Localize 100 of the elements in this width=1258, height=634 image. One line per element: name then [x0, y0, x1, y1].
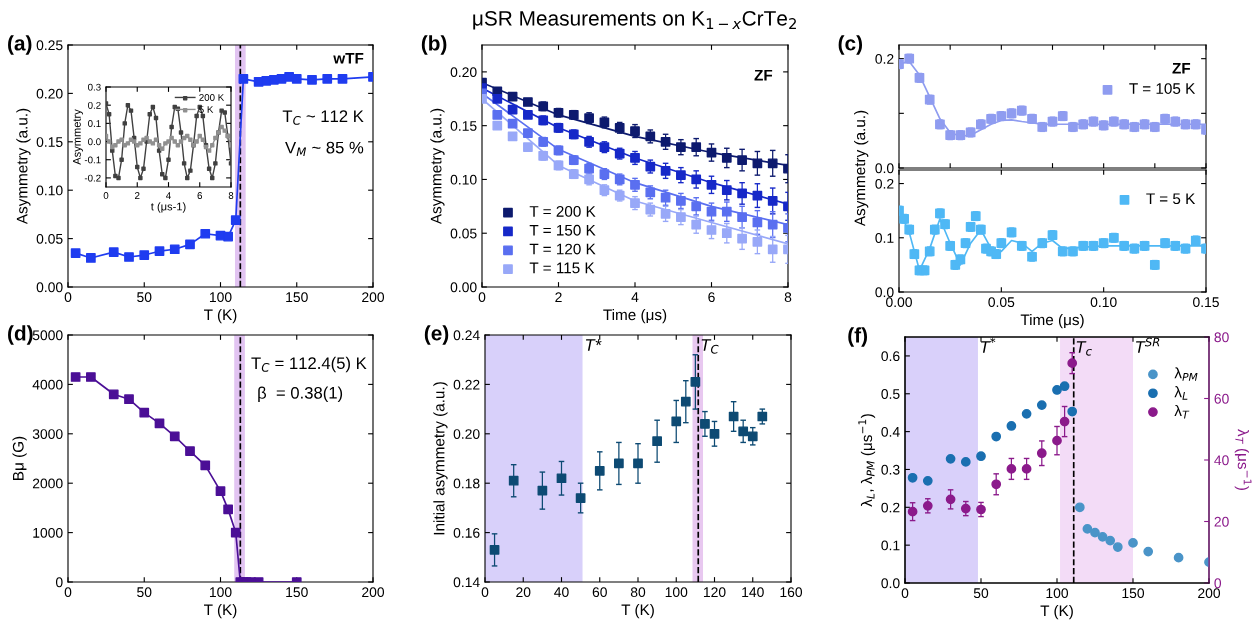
point	[652, 436, 662, 447]
x-tick-label: 8	[228, 192, 234, 199]
point	[1067, 358, 1078, 368]
point	[139, 407, 150, 418]
point	[215, 486, 226, 496]
point	[492, 110, 503, 120]
y-axis-title: λ$_{L}$, λ$_{PM}$ (μs$^{−1}$)	[858, 414, 876, 507]
point	[1059, 416, 1070, 427]
x-tick-label: 2	[135, 192, 140, 199]
x-tick-label: 200	[1198, 588, 1221, 599]
point	[200, 228, 211, 239]
point	[1105, 535, 1116, 546]
point	[691, 142, 702, 153]
point	[721, 153, 732, 163]
point	[960, 503, 971, 514]
point	[747, 431, 758, 442]
y2-tick-label: 80	[1214, 332, 1229, 343]
point	[188, 137, 193, 142]
band-label: T$^{SR}$	[1136, 337, 1160, 353]
y2-tick-label: 0	[1214, 578, 1222, 589]
x-tick-label: 80	[630, 587, 646, 598]
legend-label: T = 150 K	[529, 224, 596, 236]
point	[219, 124, 224, 130]
point	[523, 128, 533, 139]
point	[188, 168, 193, 173]
point	[660, 192, 671, 203]
point	[489, 545, 500, 555]
x-tick-label: 100	[209, 587, 232, 598]
point	[156, 148, 162, 153]
y-tick-label: 0	[55, 577, 63, 588]
y-tick-label: 0.14	[453, 577, 480, 588]
point	[1067, 406, 1078, 417]
point	[1021, 408, 1032, 419]
point	[337, 74, 348, 84]
point	[213, 161, 218, 166]
y-tick-label: -0.1	[84, 156, 101, 164]
point	[767, 219, 778, 230]
y-tick-label: 1000	[33, 527, 63, 538]
point	[169, 244, 180, 255]
y-tick-label: 0.05	[450, 228, 477, 239]
point	[706, 225, 717, 235]
point	[139, 250, 150, 260]
legend-label: T = 200 K	[529, 205, 596, 217]
point	[116, 139, 121, 144]
point	[228, 161, 231, 166]
y-tick-label: 0.20	[453, 429, 480, 439]
point	[86, 253, 96, 263]
point	[163, 141, 168, 146]
x-tick-label: 0	[103, 192, 109, 199]
point	[70, 372, 81, 382]
point	[737, 212, 747, 222]
x-axis-title: T (K)	[204, 308, 237, 324]
point	[507, 104, 518, 115]
y-tick-label: 0.1	[88, 120, 101, 127]
y-tick-label: 0.05	[36, 233, 63, 244]
y-tick-label: 0.3	[88, 83, 101, 91]
point	[676, 212, 686, 222]
point	[691, 219, 702, 230]
point	[676, 142, 686, 153]
y-axis-title: Asymmetry (a.u.)	[854, 110, 869, 227]
point	[219, 108, 224, 113]
annotation: β = 0.38(1)	[258, 386, 343, 403]
point	[706, 179, 717, 190]
y-tick-label: 0.00	[36, 282, 63, 293]
point	[194, 139, 199, 144]
point	[721, 228, 732, 239]
y-axis-title: Asymmetry (a.u.)	[430, 108, 445, 225]
point	[230, 215, 241, 226]
y2-tick-label: 60	[1214, 393, 1229, 404]
y-tick-label: 0.24	[453, 330, 480, 341]
y-tick-label: 2000	[32, 478, 63, 489]
y-tick-label: 0.1	[881, 540, 900, 551]
point	[508, 475, 519, 486]
point	[166, 139, 171, 144]
point	[1173, 552, 1184, 563]
ref-line-label: T$_{C}$	[701, 339, 719, 354]
y-tick-label: 3000	[32, 429, 63, 439]
annotation: ZF	[1172, 63, 1191, 74]
point	[633, 458, 643, 469]
point	[507, 91, 518, 102]
point	[1036, 400, 1047, 410]
y-tick-label: 0.6	[881, 351, 900, 362]
point	[660, 165, 671, 176]
point	[523, 142, 533, 153]
point	[556, 473, 567, 484]
point	[185, 446, 195, 456]
point	[322, 74, 333, 84]
point	[166, 157, 171, 162]
point	[492, 93, 503, 104]
y-tick-label: 0.2	[875, 54, 894, 64]
point	[523, 97, 533, 107]
ref-line-label: T$_{c}$	[1076, 341, 1092, 356]
y-tick-label: 4000	[32, 379, 63, 390]
y-axis-title: Asymmetry	[73, 109, 83, 165]
annotation: T$_{C}$ ~ 112 K	[282, 110, 364, 125]
point	[691, 201, 702, 212]
y-tick-label: 0.16	[453, 527, 480, 538]
annotation: ZF	[754, 69, 773, 81]
point	[128, 108, 134, 113]
point	[1006, 421, 1017, 431]
